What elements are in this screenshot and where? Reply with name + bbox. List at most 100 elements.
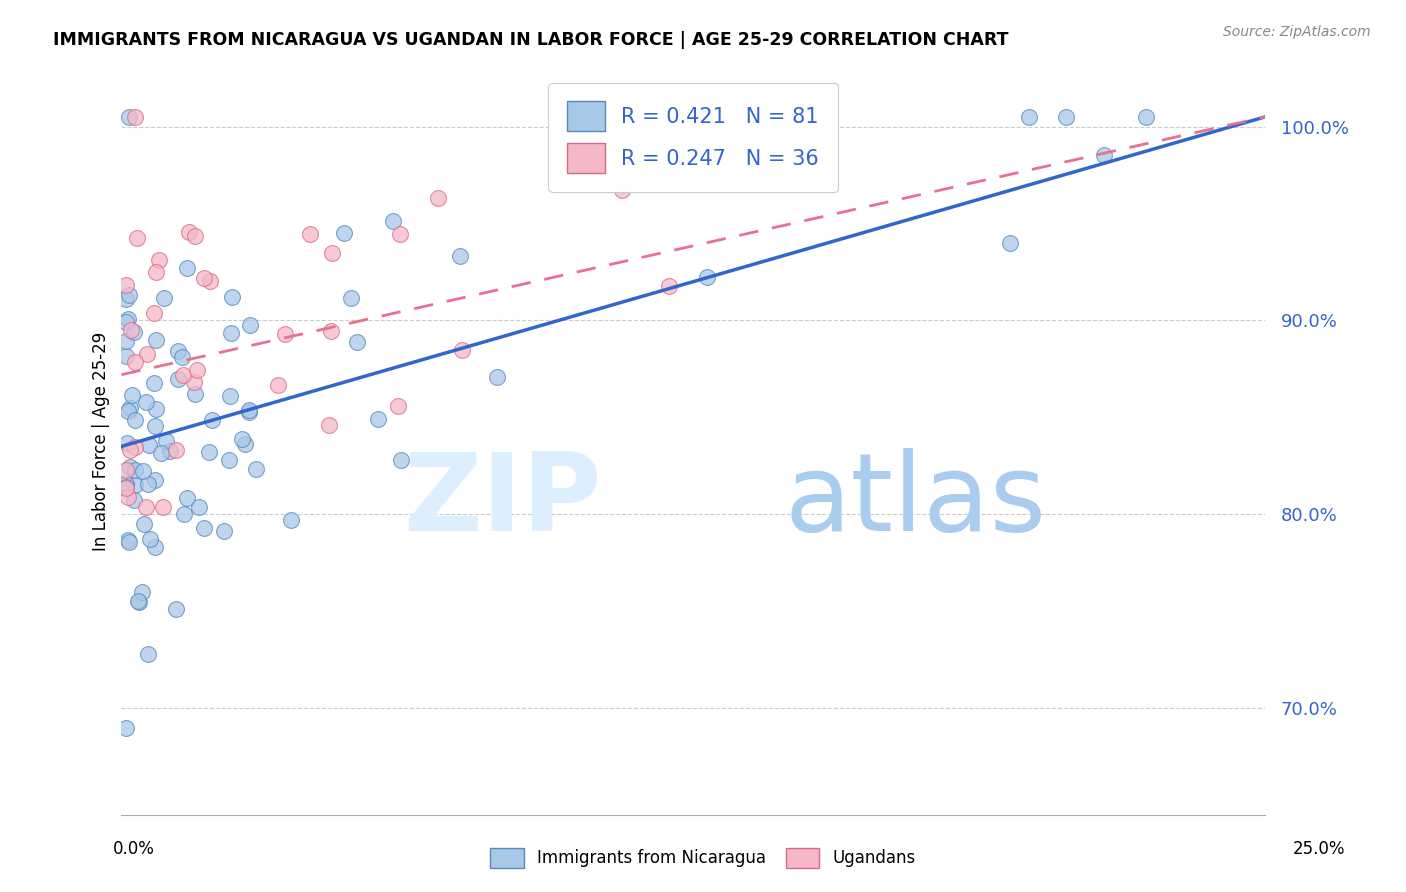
Point (273, 326, 295, 341)
Point (131, 584, 153, 599)
Point (193, 271, 215, 285)
Point (610, 183, 633, 197)
Point (121, 388, 143, 402)
Point (127, 230, 149, 244)
Point (115, 480, 138, 494)
Point (124, 463, 146, 477)
Point (367, 411, 389, 425)
Text: atlas: atlas (785, 448, 1046, 554)
Point (184, 386, 207, 401)
Point (218, 453, 240, 467)
Text: 0.0%: 0.0% (112, 840, 155, 858)
Point (245, 462, 267, 476)
Point (1054, 110, 1077, 124)
Point (142, 306, 165, 320)
Point (321, 245, 343, 260)
Legend: R = 0.421   N = 81, R = 0.247   N = 36: R = 0.421 N = 81, R = 0.247 N = 36 (548, 83, 838, 192)
Point (198, 445, 221, 459)
Point (165, 602, 187, 616)
Point (145, 333, 167, 347)
Point (198, 274, 221, 288)
Point (658, 278, 681, 293)
Point (132, 517, 155, 532)
Point (221, 290, 243, 304)
Point (115, 292, 138, 306)
Point (118, 110, 141, 124)
Point (333, 226, 356, 240)
Point (135, 500, 157, 515)
Point (143, 474, 166, 488)
Legend: Immigrants from Nicaragua, Ugandans: Immigrants from Nicaragua, Ugandans (484, 841, 922, 875)
Point (193, 521, 215, 535)
Point (124, 441, 146, 455)
Point (138, 438, 160, 452)
Point (131, 464, 153, 478)
Point (136, 477, 159, 491)
Point (233, 437, 256, 451)
Point (124, 412, 146, 426)
Point (135, 395, 157, 409)
Point (1135, 110, 1157, 124)
Point (1094, 148, 1116, 162)
Point (170, 350, 193, 364)
Point (115, 278, 138, 293)
Point (183, 376, 205, 390)
Point (124, 478, 146, 492)
Point (212, 524, 235, 538)
Point (124, 355, 146, 369)
Point (451, 343, 474, 357)
Point (128, 595, 150, 609)
Point (118, 459, 141, 474)
Point (172, 368, 194, 382)
Point (166, 372, 188, 386)
Text: IMMIGRANTS FROM NICARAGUA VS UGANDAN IN LABOR FORCE | AGE 25-29 CORRELATION CHAR: IMMIGRANTS FROM NICARAGUA VS UGANDAN IN … (53, 31, 1010, 49)
Point (115, 334, 138, 349)
Point (139, 532, 162, 546)
Point (176, 261, 198, 276)
Point (485, 370, 508, 384)
Point (115, 481, 138, 495)
Point (201, 413, 224, 427)
Point (267, 378, 290, 392)
Point (321, 324, 343, 338)
Point (148, 253, 170, 268)
Point (117, 404, 139, 418)
Point (186, 363, 208, 377)
Text: 25.0%: 25.0% (1292, 840, 1346, 858)
Point (136, 647, 159, 661)
Point (298, 227, 321, 241)
Point (166, 343, 188, 358)
Point (387, 399, 409, 413)
Point (177, 225, 200, 239)
Point (696, 269, 718, 284)
Point (117, 311, 139, 326)
Point (115, 463, 138, 477)
Point (152, 500, 174, 514)
Point (120, 323, 142, 337)
Point (188, 500, 211, 514)
Point (115, 349, 138, 363)
Text: Source: ZipAtlas.com: Source: ZipAtlas.com (1223, 25, 1371, 39)
Point (339, 291, 361, 305)
Point (239, 318, 262, 332)
Point (155, 434, 177, 449)
Point (152, 292, 174, 306)
Point (122, 492, 145, 507)
Point (389, 452, 412, 467)
Point (346, 335, 368, 350)
Point (173, 507, 195, 521)
Point (117, 533, 139, 548)
Point (318, 417, 340, 432)
Point (124, 110, 146, 124)
Text: ZIP: ZIP (404, 448, 602, 554)
Point (120, 401, 142, 415)
Point (117, 490, 139, 504)
Point (381, 213, 404, 227)
Point (145, 265, 167, 279)
Point (231, 433, 253, 447)
Point (143, 541, 166, 555)
Point (143, 418, 166, 433)
Point (238, 403, 260, 417)
Point (150, 445, 173, 459)
Point (136, 347, 159, 361)
